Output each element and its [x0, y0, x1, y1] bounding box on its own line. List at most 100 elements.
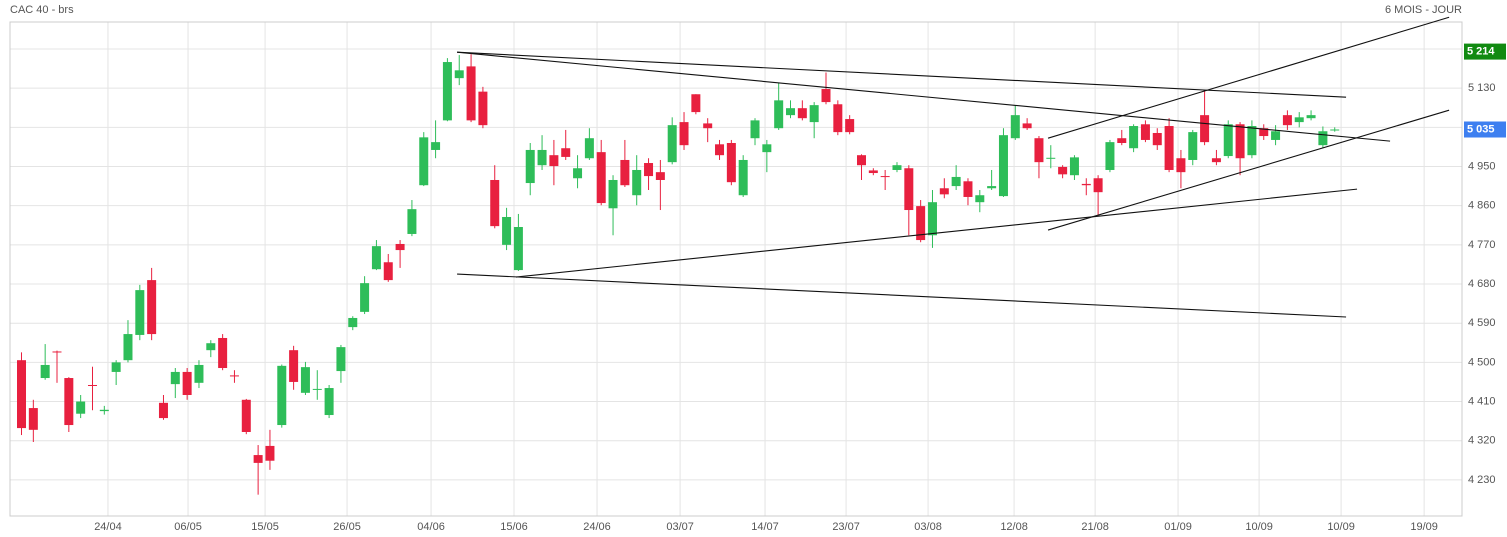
- candle-body: [762, 144, 772, 153]
- trend-line: [457, 51, 1347, 98]
- x-tick-label: 10/09: [1327, 521, 1355, 533]
- candle-body: [1117, 138, 1127, 143]
- candle-body: [1282, 115, 1292, 126]
- candle-body: [229, 375, 239, 377]
- candle-body: [608, 179, 618, 209]
- candle-body: [1271, 131, 1281, 140]
- x-tick-label: 14/07: [751, 521, 779, 533]
- candle-body: [620, 159, 630, 186]
- x-tick-label: 21/08: [1081, 521, 1109, 533]
- candle-body: [182, 371, 192, 396]
- price-badge-box: [1464, 121, 1506, 138]
- trend-line: [457, 51, 1391, 142]
- candle-body: [987, 186, 997, 189]
- candle-body: [1034, 138, 1044, 163]
- y-tick-label: 4 950: [1468, 160, 1496, 172]
- candle-body: [312, 388, 322, 390]
- candle-body: [1164, 126, 1174, 170]
- candle-body: [265, 445, 275, 461]
- candle-body: [64, 378, 74, 426]
- candle-body: [726, 142, 736, 183]
- candle-body: [1188, 132, 1198, 160]
- candle-body: [738, 159, 748, 196]
- candle-body: [348, 317, 358, 328]
- chart-title: CAC 40 - brs: [10, 4, 74, 16]
- candle-body: [87, 384, 97, 386]
- candle-body: [691, 94, 701, 113]
- candle-body: [466, 66, 476, 121]
- x-tick-label: 06/05: [174, 521, 202, 533]
- candle-body: [1093, 178, 1103, 193]
- candle-body: [1306, 115, 1316, 119]
- x-tick-label: 10/09: [1245, 521, 1273, 533]
- candle-body: [158, 402, 168, 419]
- chart-subtitle: 6 MOIS - JOUR: [1385, 4, 1462, 16]
- candle-body: [845, 119, 855, 133]
- price-badge-label: 5 214: [1467, 46, 1495, 58]
- y-tick-label: 4 770: [1468, 239, 1496, 251]
- candle-body: [1176, 158, 1186, 173]
- candle-body: [561, 148, 571, 157]
- candle-body: [951, 176, 961, 187]
- x-tick-label: 04/06: [417, 521, 445, 533]
- candle-body: [715, 144, 725, 156]
- candle-body: [750, 120, 760, 139]
- candle-body: [147, 280, 157, 335]
- candle-body: [419, 137, 429, 186]
- candle-body: [324, 388, 334, 416]
- candle-body: [241, 399, 251, 432]
- trend-line: [457, 273, 1347, 318]
- candle-body: [490, 179, 500, 227]
- plot-frame: [9, 21, 1463, 517]
- candle-body: [644, 163, 654, 177]
- x-tick-label: 26/05: [333, 521, 361, 533]
- candle-body: [573, 168, 583, 179]
- candle-body: [786, 108, 796, 116]
- candle-body: [40, 364, 50, 379]
- candle-body: [833, 104, 843, 133]
- y-tick-label: 4 500: [1468, 356, 1496, 368]
- candle-body: [383, 262, 393, 281]
- candle-body: [880, 176, 890, 178]
- x-tick-label: 01/09: [1164, 521, 1192, 533]
- candle-body: [774, 100, 784, 129]
- candle-body: [1247, 126, 1257, 156]
- candle-body: [679, 122, 689, 146]
- candle-body: [289, 350, 299, 382]
- candle-body: [916, 206, 926, 241]
- candle-body: [170, 371, 180, 385]
- candle-body: [596, 152, 606, 204]
- candle-body: [549, 155, 559, 167]
- candle-body: [904, 168, 914, 211]
- x-tick-label: 15/05: [251, 521, 279, 533]
- candle-body: [821, 89, 831, 103]
- x-tick-label: 23/07: [832, 521, 860, 533]
- candle-body: [206, 343, 216, 351]
- candle-body: [1223, 124, 1233, 157]
- x-tick-label: 19/09: [1410, 521, 1438, 533]
- y-tick-label: 4 860: [1468, 200, 1496, 212]
- candle-body: [1105, 142, 1115, 170]
- candle-body: [1129, 126, 1139, 149]
- candle-body: [300, 367, 310, 393]
- candle-body: [1330, 129, 1340, 131]
- candle-body: [655, 172, 665, 180]
- price-badge-box: [1464, 43, 1506, 60]
- candle-body: [502, 216, 512, 245]
- y-tick-label: 4 320: [1468, 435, 1496, 447]
- candle-body: [1022, 123, 1032, 129]
- candle-body: [135, 290, 145, 335]
- candle-body: [99, 409, 109, 412]
- candle-body: [431, 142, 441, 150]
- candle-body: [454, 70, 464, 79]
- candle-body: [525, 149, 535, 184]
- x-tick-label: 24/06: [583, 521, 611, 533]
- candle-body: [927, 202, 937, 236]
- candle-body: [395, 243, 405, 251]
- candle-body: [478, 91, 488, 126]
- candle-body: [1069, 157, 1079, 176]
- candle-body: [253, 455, 263, 463]
- candle-body: [809, 105, 819, 123]
- price-badge-label: 5 035: [1467, 123, 1495, 135]
